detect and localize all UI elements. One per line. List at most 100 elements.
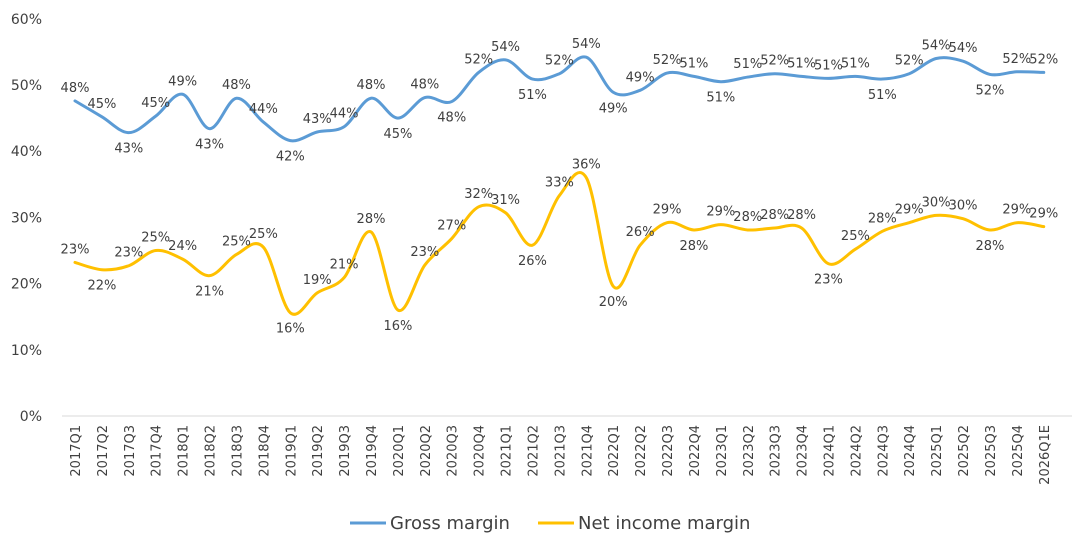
x-tick-label: 2017Q4: [150, 425, 165, 477]
legend-label: Gross margin: [390, 513, 510, 534]
net-income-data-label: 32%: [464, 187, 493, 202]
net-income-data-label: 16%: [276, 322, 305, 337]
gross-margin-data-label: 43%: [303, 112, 332, 127]
gross-margin-data-label: 45%: [87, 97, 116, 112]
x-tick-label: 2020Q1: [392, 425, 407, 477]
gross-margin-data-label: 45%: [141, 96, 170, 111]
net-income-data-label: 21%: [195, 285, 224, 300]
gross-margin-data-label: 49%: [168, 74, 197, 89]
x-tick-label: 2022Q3: [661, 425, 676, 477]
x-tick-label: 2018Q4: [257, 425, 272, 477]
gross-margin-data-label: 42%: [276, 150, 305, 165]
x-tick-label: 2025Q1: [930, 425, 945, 477]
x-tick-label: 2023Q3: [769, 425, 784, 477]
y-tick-label: 10%: [11, 343, 42, 359]
gross-margin-data-label: 43%: [195, 138, 224, 153]
gross-margin-data-label: 44%: [330, 107, 359, 122]
gross-margin-data-label: 52%: [653, 53, 682, 68]
gross-margin-data-label: 54%: [922, 39, 951, 54]
x-tick-label: 2022Q1: [607, 425, 622, 477]
net-income-data-label: 27%: [437, 219, 466, 234]
x-tick-label: 2024Q4: [903, 425, 918, 477]
net-income-data-label: 23%: [61, 242, 90, 257]
y-tick-label: 50%: [11, 78, 42, 94]
x-tick-label: 2018Q1: [177, 425, 192, 477]
x-tick-label: 2017Q1: [69, 425, 84, 477]
net-income-data-label: 23%: [814, 273, 843, 288]
gross-margin-data-label: 52%: [545, 54, 574, 69]
gross-margin-data-label: 52%: [464, 52, 493, 67]
y-tick-label: 0%: [20, 409, 42, 425]
y-tick-label: 30%: [11, 210, 42, 226]
x-tick-label: 2018Q3: [230, 425, 245, 477]
x-tick-label: 2020Q2: [419, 425, 434, 477]
gross-margin-data-label: 44%: [249, 102, 278, 117]
net-income-data-label: 33%: [545, 176, 574, 191]
net-income-data-label: 28%: [357, 212, 386, 227]
gross-margin-data-label: 51%: [868, 88, 897, 103]
legend-label: Net income margin: [578, 513, 750, 534]
x-tick-label: 2026Q1E: [1038, 425, 1053, 485]
gross-margin-data-label: 51%: [679, 56, 708, 71]
net-income-data-label: 29%: [1002, 203, 1031, 218]
gross-margin-data-label: 51%: [518, 88, 547, 103]
x-tick-label: 2022Q4: [688, 425, 703, 477]
gross-margin-data-label: 51%: [814, 58, 843, 73]
gross-margin-data-label: 48%: [410, 78, 439, 93]
net-income-data-label: 26%: [518, 254, 547, 269]
x-tick-label: 2019Q4: [365, 425, 380, 477]
net-income-data-label: 25%: [841, 229, 870, 244]
gross-margin-data-label: 48%: [437, 111, 466, 126]
x-tick-label: 2017Q3: [123, 425, 138, 477]
net-income-data-label: 23%: [410, 245, 439, 260]
gross-margin-data-label: 49%: [599, 101, 628, 116]
x-tick-label: 2025Q4: [1011, 425, 1026, 477]
x-tick-label: 2019Q2: [311, 425, 326, 477]
x-tick-label: 2024Q3: [876, 425, 891, 477]
gross-margin-data-label: 52%: [760, 54, 789, 69]
net-income-data-label: 28%: [975, 239, 1004, 254]
net-income-data-label: 36%: [572, 158, 601, 173]
gross-margin-data-label: 52%: [975, 83, 1004, 98]
net-income-data-label: 20%: [599, 295, 628, 310]
gross-margin-data-label: 51%: [733, 57, 762, 72]
x-tick-label: 2020Q4: [473, 425, 488, 477]
x-tick-label: 2018Q2: [204, 425, 219, 477]
net-income-data-label: 29%: [895, 203, 924, 218]
x-tick-label: 2021Q3: [553, 425, 568, 477]
net-income-data-label: 29%: [653, 203, 682, 218]
net-income-data-label: 28%: [679, 239, 708, 254]
net-income-data-label: 25%: [141, 231, 170, 246]
gross-margin-data-label: 43%: [114, 142, 143, 157]
net-income-data-label: 28%: [787, 208, 816, 223]
x-tick-label: 2024Q1: [822, 425, 837, 477]
y-tick-label: 20%: [11, 277, 42, 293]
x-tick-label: 2025Q3: [984, 425, 999, 477]
net-income-data-label: 26%: [626, 225, 655, 240]
x-tick-label: 2019Q1: [284, 425, 299, 477]
net-income-data-label: 30%: [949, 199, 978, 214]
gross-margin-data-label: 45%: [383, 127, 412, 142]
x-tick-label: 2021Q1: [500, 425, 515, 477]
net-income-data-label: 28%: [733, 210, 762, 225]
gross-margin-data-label: 49%: [626, 70, 655, 85]
x-tick-label: 2023Q2: [742, 425, 757, 477]
net-income-data-label: 19%: [303, 273, 332, 288]
x-tick-label: 2017Q2: [96, 425, 111, 477]
gross-margin-data-label: 51%: [787, 56, 816, 71]
gross-margin-data-label: 51%: [706, 91, 735, 106]
x-tick-label: 2021Q4: [580, 425, 595, 477]
gross-margin-data-label: 52%: [1029, 52, 1058, 67]
net-income-data-label: 28%: [760, 208, 789, 223]
gross-margin-data-label: 48%: [222, 78, 251, 93]
y-tick-label: 40%: [11, 144, 42, 160]
net-income-data-label: 25%: [222, 234, 251, 249]
gross-margin-line: [73, 55, 1046, 143]
net-income-data-label: 29%: [706, 205, 735, 220]
x-tick-label: 2019Q3: [338, 425, 353, 477]
gross-margin-data-label: 54%: [491, 40, 520, 55]
gross-margin-data-label: 51%: [841, 56, 870, 71]
gross-margin-data-label: 54%: [572, 37, 601, 52]
